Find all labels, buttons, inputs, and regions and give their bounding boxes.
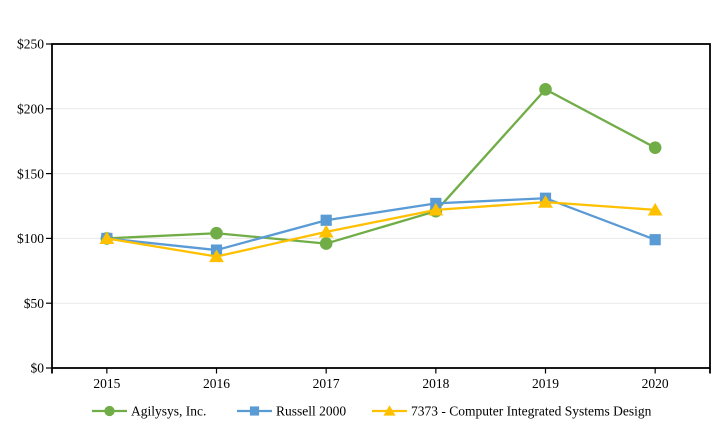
x-axis-label: 2019	[532, 376, 559, 391]
data-point-square	[649, 234, 661, 246]
legend: Agilysys, Inc. Russell 2000 7373 - Compute…	[92, 404, 652, 419]
data-point-triangle	[318, 224, 334, 238]
plot-border	[51, 43, 711, 369]
series-square	[101, 192, 661, 256]
y-axis-label: $250	[17, 37, 44, 52]
x-axis-label: 2015	[93, 376, 120, 391]
x-axis-label: 2017	[313, 376, 340, 391]
data-point-circle	[104, 405, 115, 417]
y-axis-label: $150	[17, 166, 44, 181]
legend-item: Agilysys, Inc.	[92, 404, 206, 419]
series-circle	[100, 83, 662, 250]
y-axis-label: $0	[31, 361, 45, 376]
legend-item: 7373 - Computer Integrated Systems Desig…	[372, 404, 652, 419]
data-point-triangle	[647, 202, 663, 216]
x-axis-label: 2018	[422, 376, 449, 391]
legend-label: 7373 - Computer Integrated Systems Desig…	[411, 404, 652, 419]
data-point-triangle	[383, 405, 396, 416]
series-line	[105, 88, 657, 245]
data-point-square	[249, 406, 260, 416]
legend-label: Russell 2000	[276, 404, 346, 419]
legend-label: Agilysys, Inc.	[131, 404, 206, 419]
data-point-circle	[648, 141, 662, 154]
data-point-circle	[319, 237, 333, 250]
data-point-triangle	[99, 231, 115, 244]
data-point-triangle	[538, 195, 553, 208]
data-point-triangle	[428, 202, 444, 216]
legend-item: Russell 2000	[237, 404, 346, 419]
series-line	[105, 200, 657, 258]
series-line	[105, 197, 657, 252]
data-point-circle	[210, 226, 223, 240]
y-axis-label: $200	[17, 102, 44, 117]
data-point-triangle	[209, 249, 224, 263]
data-point-circle	[539, 83, 552, 96]
y-axis-label: $100	[17, 231, 44, 246]
series-triangle	[99, 195, 663, 263]
data-point-square	[320, 214, 332, 226]
x-axis-label: 2016	[203, 376, 230, 391]
y-axis-label: $50	[24, 296, 45, 311]
x-axis-label: 2020	[642, 376, 669, 391]
